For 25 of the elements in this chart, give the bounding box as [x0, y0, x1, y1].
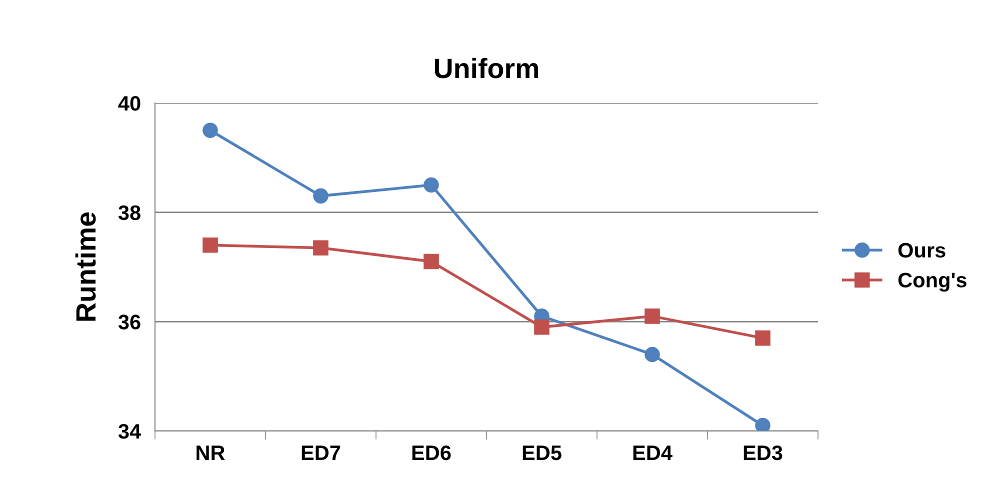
- x-tick-label: ED5: [522, 446, 562, 460]
- y-tick-label: 36: [118, 314, 140, 330]
- point: [755, 418, 770, 431]
- point: [424, 254, 439, 270]
- chart-title: Uniform: [434, 58, 538, 78]
- x-tick-label: ED3: [744, 445, 782, 460]
- y-axis-title: Runtime: [75, 212, 96, 321]
- x-tick-label: ED6: [412, 445, 451, 460]
- point: [313, 240, 328, 256]
- legend-label: Ours: [898, 242, 946, 258]
- point: [755, 330, 770, 346]
- y-tick-label: 40: [118, 96, 140, 111]
- point: [202, 237, 218, 253]
- point: [424, 177, 439, 193]
- y-tick-label: 38: [118, 205, 140, 220]
- point: [202, 122, 218, 138]
- x-tick-label: NR: [196, 446, 225, 460]
- point: [313, 188, 328, 204]
- x-tick-label: ED7: [302, 446, 340, 460]
- point: [644, 346, 660, 362]
- x-tick-label: ED4: [633, 446, 672, 460]
- point: [644, 308, 660, 324]
- point: [534, 319, 550, 335]
- y-tick-label: 34: [118, 424, 141, 439]
- legend-label: Cong's: [898, 272, 966, 292]
